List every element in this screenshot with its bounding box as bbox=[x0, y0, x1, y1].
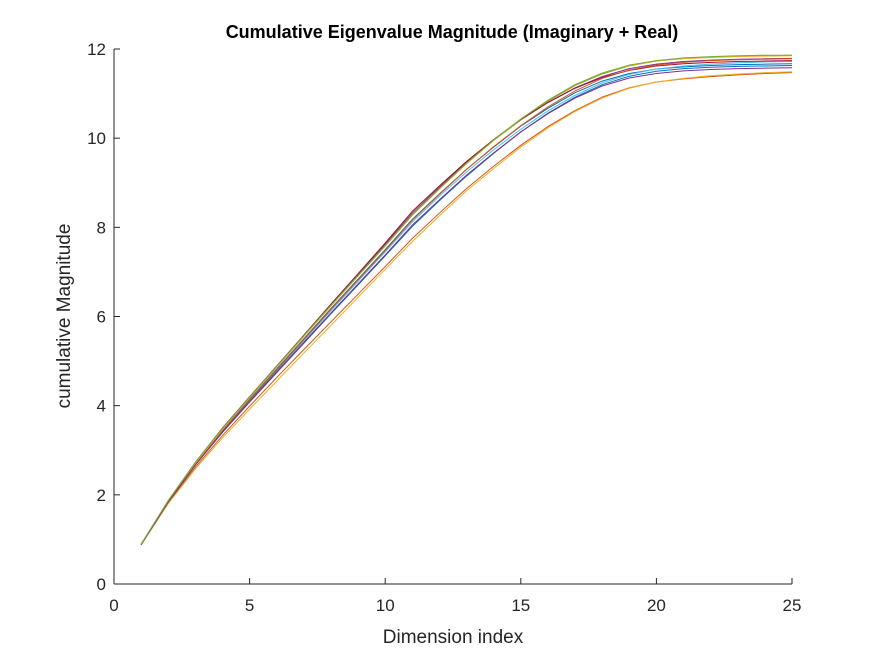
series-line-3 bbox=[140, 71, 793, 546]
y-tick-label: 4 bbox=[97, 397, 106, 416]
y-axis-label: cumulative Magnitude bbox=[54, 224, 75, 409]
plot-area: 0 5 10 15 20 25 0 2 4 6 8 10 12 bbox=[87, 40, 801, 615]
x-tick-label: 5 bbox=[245, 596, 254, 615]
y-tick-label: 12 bbox=[87, 40, 106, 59]
tick-layer: 0 5 10 15 20 25 0 2 4 6 8 10 12 bbox=[87, 40, 801, 615]
x-tick-label: 15 bbox=[511, 596, 530, 615]
y-tick-label: 10 bbox=[87, 129, 106, 148]
axes-background bbox=[114, 49, 792, 584]
y-tick-label: 0 bbox=[97, 575, 106, 594]
x-tick-label: 25 bbox=[783, 596, 802, 615]
y-tick-label: 2 bbox=[97, 486, 106, 505]
chart-title: Cumulative Eigenvalue Magnitude (Imagina… bbox=[226, 22, 679, 42]
series-layer bbox=[140, 54, 793, 546]
x-axis-label: Dimension index bbox=[383, 627, 524, 648]
y-tick-label: 6 bbox=[97, 308, 106, 327]
series-line-9 bbox=[140, 58, 793, 546]
x-tick-label: 0 bbox=[109, 596, 118, 615]
x-tick-label: 20 bbox=[647, 596, 666, 615]
series-line-12 bbox=[140, 54, 792, 545]
series-line-11 bbox=[140, 67, 793, 546]
x-tick-label: 10 bbox=[376, 596, 395, 615]
y-tick-label: 8 bbox=[97, 218, 106, 237]
